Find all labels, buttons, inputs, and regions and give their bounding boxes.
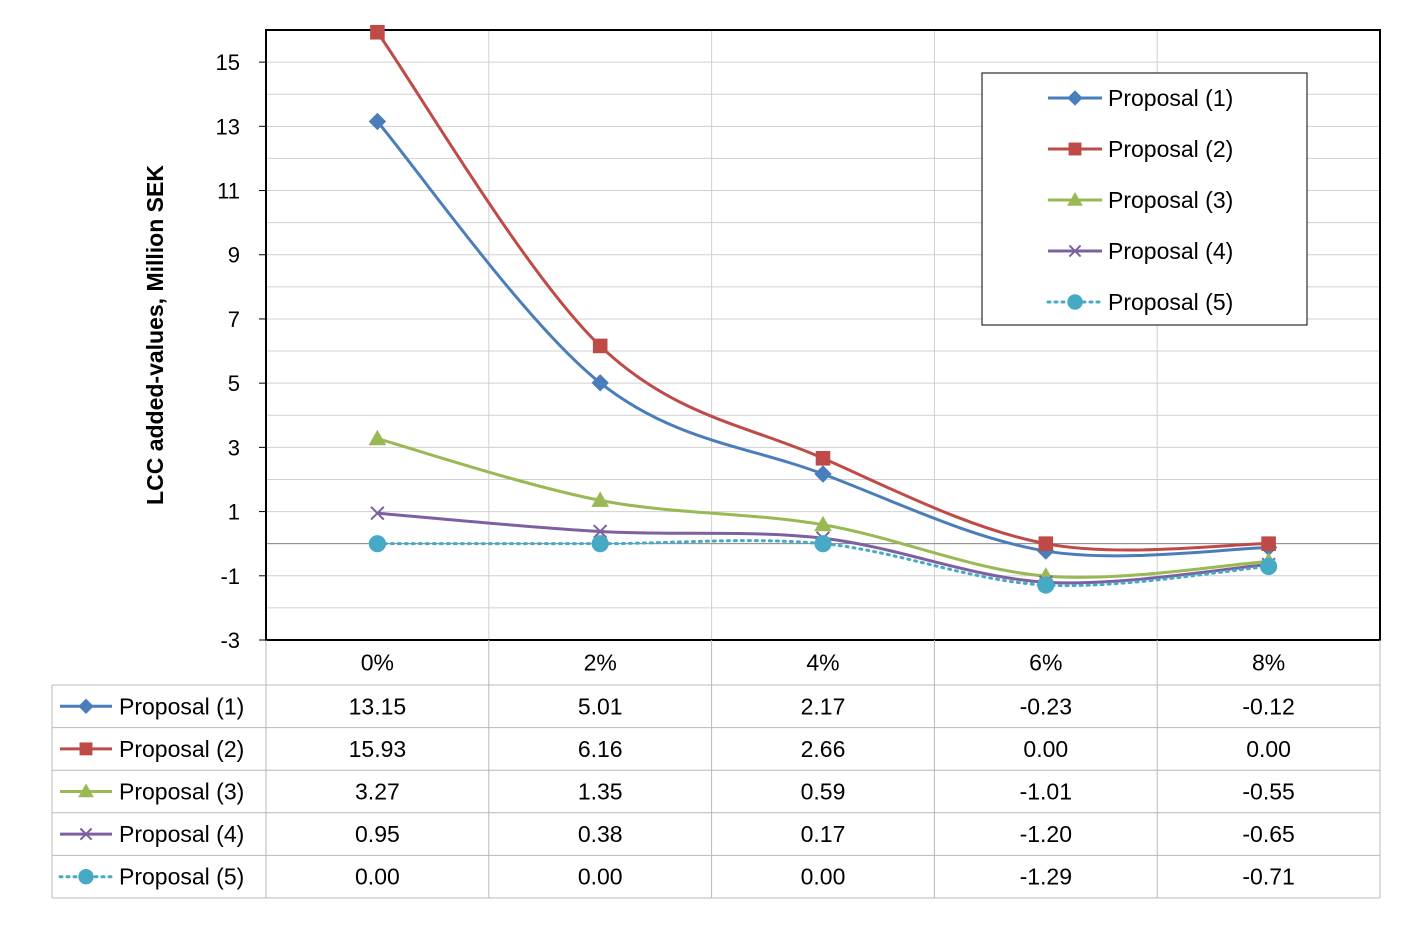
series-4-table-key-marker	[79, 827, 93, 841]
series-2-data-label: 15.93	[349, 736, 407, 762]
y-tick-label: 11	[217, 179, 240, 204]
series-2-data-label: 2.66	[801, 736, 846, 762]
series-5-legend-label: Proposal (5)	[1108, 289, 1233, 315]
series-4-legend-label: Proposal (4)	[1108, 238, 1233, 264]
series-3-data-label: -0.55	[1242, 779, 1294, 805]
series-5-point-4%	[814, 535, 832, 553]
series-2-legend-marker	[1068, 142, 1082, 156]
series-3-legend-marker	[1067, 191, 1083, 206]
series-3-point-0%	[368, 429, 387, 446]
series-4-point-0%	[370, 506, 385, 521]
y-tick-label: 3	[228, 435, 240, 460]
series-3-point-2%	[591, 491, 610, 507]
series-1-data-label: 2.17	[801, 693, 846, 719]
y-tick-label: 7	[228, 307, 240, 332]
series-5-legend-marker	[1067, 294, 1083, 310]
series-5-data-label: 0.00	[578, 864, 623, 890]
series-1-table-name: Proposal (1)	[119, 693, 244, 719]
y-tick-label: 9	[228, 243, 240, 268]
series-1-point-2%	[591, 374, 609, 392]
series-3-legend-label: Proposal (3)	[1108, 187, 1233, 213]
x-tick-label: 2%	[584, 650, 617, 676]
series-5-point-8%	[1260, 557, 1278, 576]
series-4-data-label: 0.17	[801, 821, 846, 847]
series-5-table-key-marker	[78, 869, 94, 885]
series-1-legend-label: Proposal (1)	[1108, 85, 1233, 111]
series-5-data-label: 0.00	[801, 864, 846, 890]
y-axis-title: LCC added-values, Million SEK	[142, 165, 168, 505]
series-1-table-key-marker	[78, 698, 94, 715]
series-4-legend-marker	[1068, 244, 1082, 258]
series-5-data-label: -0.71	[1242, 864, 1294, 890]
series-1-data-label: -0.12	[1242, 693, 1294, 719]
series-5-point-2%	[591, 535, 609, 553]
series-5-line	[375, 539, 1271, 588]
series-2-line	[376, 31, 1269, 552]
y-tick-label: 15	[216, 50, 240, 75]
series-2-point-6%	[1038, 536, 1054, 551]
series-2-point-2%	[592, 338, 608, 354]
x-tick-label: 6%	[1029, 650, 1062, 676]
series-1-data-label: 13.15	[349, 693, 407, 719]
y-tick-label: -3	[220, 628, 240, 653]
series-5-data-label: -1.29	[1020, 864, 1072, 890]
x-tick-label: 0%	[361, 650, 394, 676]
series-3-table-key-marker	[78, 783, 94, 798]
series-2-data-label: 6.16	[578, 736, 623, 762]
series-4-data-label: -0.65	[1242, 821, 1294, 847]
x-tick-label: 8%	[1252, 650, 1285, 676]
series-4-data-label: -1.20	[1020, 821, 1072, 847]
legend-box	[981, 72, 1308, 326]
series-3-data-label: 3.27	[355, 779, 400, 805]
series-1-line	[376, 120, 1269, 558]
x-tick-label: 4%	[806, 650, 839, 676]
data-table: 0% 2% 4% 6% 8% Proposal (1) 13.15 5.01 2.17 -0.23…	[51, 640, 1381, 899]
series-1-data-label: 5.01	[578, 693, 623, 719]
series-5-data-label: 0.00	[355, 864, 400, 890]
series-5-point-0%	[368, 535, 386, 553]
series-4-data-label: 0.38	[578, 821, 623, 847]
plot-area-border	[265, 29, 1381, 641]
series-2-data-label: 0.00	[1246, 736, 1291, 762]
y-tick-label: -1	[220, 564, 240, 589]
y-tick-label: 1	[228, 500, 240, 525]
series-2-point-0%	[370, 24, 385, 40]
series-2-point-4%	[815, 450, 831, 466]
series-4-table-name: Proposal (4)	[119, 821, 244, 847]
series-4-data-label: 0.95	[355, 821, 400, 847]
legend: Proposal (1) Proposal (2) Proposal (3) Prop…	[981, 72, 1308, 326]
series-2-table-name: Proposal (2)	[119, 736, 244, 762]
series-1-legend-marker	[1067, 90, 1083, 106]
series-1-point-4%	[814, 465, 832, 483]
series-3-data-label: 1.35	[578, 779, 623, 805]
series-3-data-label: 0.59	[801, 779, 846, 805]
series-4-point-2%	[593, 524, 608, 539]
series-3-table-name: Proposal (3)	[119, 779, 244, 805]
series-5-table-name: Proposal (5)	[119, 864, 244, 890]
series-2-table-key-marker	[79, 742, 93, 756]
series-2-legend-label: Proposal (2)	[1108, 136, 1233, 162]
series-3-point-4%	[814, 515, 832, 532]
series-1-point-0%	[368, 112, 387, 131]
series-layer	[368, 24, 1278, 594]
series-2-point-8%	[1261, 536, 1276, 551]
series-5-point-6%	[1037, 576, 1055, 594]
y-tick-label: 5	[228, 371, 240, 396]
y-tick-label: 13	[216, 114, 240, 139]
series-1-data-label: -0.23	[1020, 693, 1072, 719]
series-3-data-label: -1.01	[1020, 779, 1072, 805]
series-2-data-label: 0.00	[1023, 736, 1068, 762]
